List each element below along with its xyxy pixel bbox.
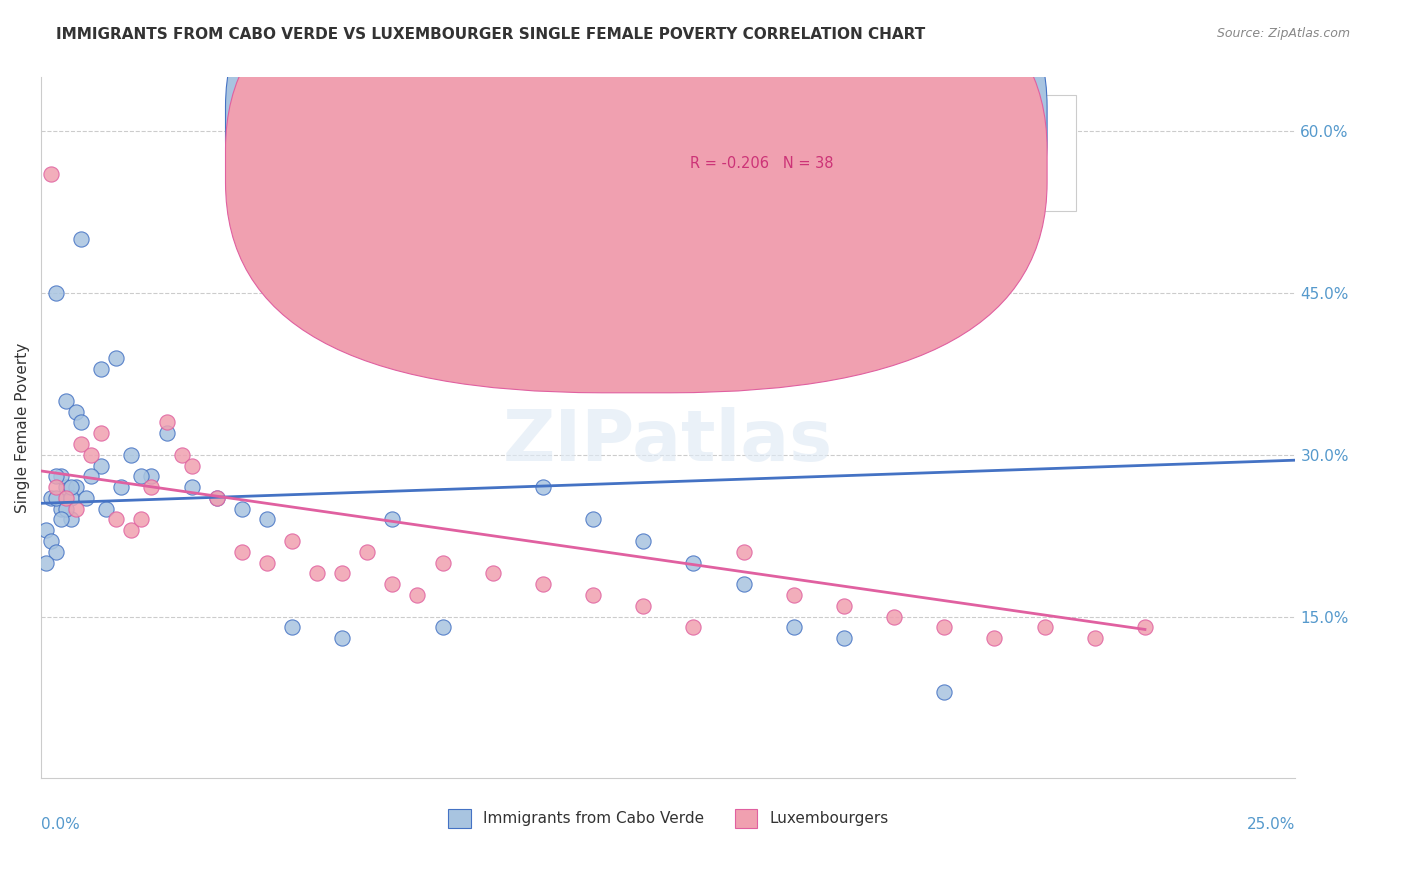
Point (682, 556, 704, 570)
Point (481, 566, 503, 581)
Point (35, 556, 58, 570)
Point (70, 437, 93, 451)
Point (934, 620, 956, 634)
Point (141, 469, 163, 483)
Point (105, 512, 128, 526)
Point (65, 480, 87, 494)
Point (60, 512, 83, 526)
Point (51, 469, 73, 483)
Point (256, 512, 278, 526)
Point (45, 491, 67, 505)
Point (90, 458, 112, 473)
Point (120, 448, 142, 462)
Point (55, 393, 77, 408)
Point (90, 361, 112, 376)
Point (60, 491, 83, 505)
Point (110, 480, 132, 494)
Text: 0.0%: 0.0% (41, 817, 80, 831)
Point (832, 599, 855, 613)
Point (983, 631, 1005, 645)
Point (55, 480, 77, 494)
Point (80, 469, 103, 483)
Point (256, 556, 278, 570)
Point (281, 534, 304, 549)
Point (65, 405, 87, 419)
Point (180, 458, 202, 473)
Point (105, 351, 128, 365)
Point (531, 577, 554, 591)
Point (55, 501, 77, 516)
Text: 25.0%: 25.0% (1247, 817, 1295, 831)
Point (35, 523, 58, 537)
Point (381, 577, 404, 591)
Text: R = -0.206   N = 38: R = -0.206 N = 38 (689, 156, 834, 171)
Point (682, 620, 704, 634)
Point (39, 491, 62, 505)
Point (1084, 631, 1107, 645)
Text: Source: ZipAtlas.com: Source: ZipAtlas.com (1216, 27, 1350, 40)
Point (631, 534, 654, 549)
Point (155, 416, 177, 430)
Point (832, 631, 855, 645)
FancyBboxPatch shape (574, 95, 1076, 211)
Text: ZIPatlas: ZIPatlas (503, 408, 834, 476)
Point (45, 480, 67, 494)
Point (531, 480, 554, 494)
Point (381, 512, 404, 526)
Point (55, 491, 77, 505)
Point (432, 620, 454, 634)
Point (307, 566, 329, 581)
Point (45, 286, 67, 301)
Point (45, 545, 67, 559)
Text: IMMIGRANTS FROM CABO VERDE VS LUXEMBOURGER SINGLE FEMALE POVERTY CORRELATION CHA: IMMIGRANTS FROM CABO VERDE VS LUXEMBOURG… (56, 27, 925, 42)
Point (131, 512, 153, 526)
Point (330, 631, 353, 645)
Point (60, 480, 83, 494)
Point (70, 416, 93, 430)
Point (45, 469, 67, 483)
Point (65, 501, 87, 516)
Point (231, 545, 253, 559)
Point (883, 609, 905, 624)
Point (934, 685, 956, 699)
Point (51, 501, 73, 516)
Point (406, 588, 429, 602)
Point (356, 545, 378, 559)
Point (231, 501, 253, 516)
Point (432, 556, 454, 570)
Point (180, 480, 202, 494)
Text: R =  0.055   N = 48: R = 0.055 N = 48 (689, 114, 832, 129)
Point (51, 512, 73, 526)
Point (120, 523, 142, 537)
Point (783, 588, 806, 602)
Point (631, 599, 654, 613)
Point (90, 426, 112, 441)
Point (1133, 620, 1156, 634)
Point (141, 480, 163, 494)
Point (783, 620, 806, 634)
Point (39, 168, 62, 182)
Point (80, 448, 103, 462)
Point (733, 545, 755, 559)
Point (155, 426, 177, 441)
FancyBboxPatch shape (225, 0, 1047, 392)
FancyBboxPatch shape (225, 0, 1047, 351)
Point (131, 469, 153, 483)
Point (330, 566, 353, 581)
Point (281, 620, 304, 634)
Point (70, 232, 93, 246)
Point (205, 491, 228, 505)
Point (205, 491, 228, 505)
Point (75, 491, 97, 505)
Point (582, 588, 605, 602)
Legend: Immigrants from Cabo Verde, Luxembourgers: Immigrants from Cabo Verde, Luxembourger… (441, 803, 896, 834)
Point (582, 512, 605, 526)
Point (1033, 620, 1056, 634)
Point (170, 448, 193, 462)
Y-axis label: Single Female Poverty: Single Female Poverty (15, 343, 30, 513)
Point (96, 501, 118, 516)
Point (39, 534, 62, 549)
Point (733, 577, 755, 591)
